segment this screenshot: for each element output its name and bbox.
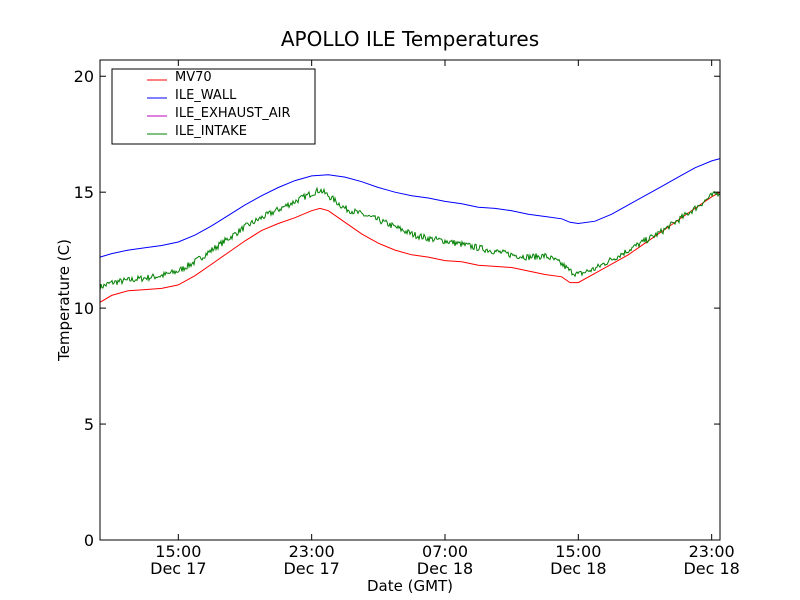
x-tick-label-time: 15:00 bbox=[155, 542, 201, 561]
legend: MV70 ILE_WALL ILE_EXHAUST_AIR ILE_INTAKE bbox=[111, 68, 316, 145]
y-tick-label: 0 bbox=[84, 531, 94, 550]
series-line-ile-wall bbox=[99, 158, 721, 258]
legend-label-ile-exhaust-air: ILE_EXHAUST_AIR bbox=[175, 106, 291, 121]
legend-label-ile-wall: ILE_WALL bbox=[175, 88, 237, 103]
legend-label-mv70: MV70 bbox=[175, 70, 212, 85]
series-line-ile-intake bbox=[99, 186, 721, 291]
plot-frame bbox=[99, 59, 721, 541]
x-tick-label-date: Dec 18 bbox=[550, 559, 606, 578]
series-line-mv70 bbox=[99, 191, 721, 303]
x-tick-label-time: 15:00 bbox=[555, 542, 601, 561]
y-tick-label: 10 bbox=[74, 299, 94, 318]
y-tick-label: 15 bbox=[74, 183, 94, 202]
x-axis-label: Date (GMT) bbox=[367, 577, 453, 595]
x-tick-label-time: 07:00 bbox=[422, 542, 468, 561]
x-tick-label-date: Dec 17 bbox=[150, 559, 206, 578]
y-axis-label: Temperature (C) bbox=[55, 239, 73, 362]
x-tick-label-date: Dec 18 bbox=[683, 559, 739, 578]
x-tick-label-date: Dec 18 bbox=[417, 559, 473, 578]
y-tick-label: 5 bbox=[84, 415, 94, 434]
x-tick-label-time: 23:00 bbox=[289, 542, 335, 561]
y-tick-label: 20 bbox=[74, 67, 94, 86]
x-tick-label-time: 23:00 bbox=[689, 542, 735, 561]
chart-title: APOLLO ILE Temperatures bbox=[281, 27, 539, 51]
legend-box bbox=[111, 68, 316, 145]
legend-label-ile-intake: ILE_INTAKE bbox=[175, 124, 247, 139]
x-tick-label-date: Dec 17 bbox=[283, 559, 339, 578]
